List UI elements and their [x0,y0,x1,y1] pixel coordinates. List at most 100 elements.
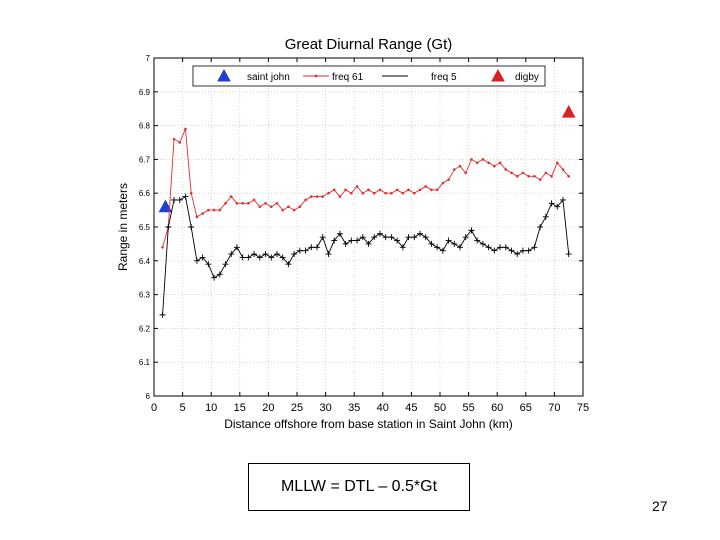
point-freq-5 [474,237,481,244]
point-freq-5 [188,224,195,230]
point-freq-5 [542,213,549,220]
x-tick-label: 10 [205,402,217,414]
point-freq-61 [161,245,164,249]
point-freq-61 [453,168,456,171]
point-freq-61 [361,191,365,195]
point-freq-5 [262,251,269,258]
point-freq-5 [428,240,435,247]
y-tick-label: 6.7 [139,155,151,164]
point-freq-61 [207,208,210,212]
point-freq-61 [504,168,508,171]
legend-label: freq 5 [431,72,457,83]
point-freq-5 [445,237,452,244]
y-tick-label: 6.2 [139,324,151,333]
point-freq-61 [275,202,279,205]
point-freq-61 [487,161,490,165]
point-freq-5 [279,254,286,261]
point-freq-5 [399,244,406,251]
point-freq-5 [514,251,521,258]
point-freq-61 [218,208,222,212]
point-freq-5 [479,240,486,247]
point-freq-5 [182,193,189,200]
point-freq-61 [241,202,244,205]
x-tick-label: 15 [234,402,246,414]
legend-marker-saint-john [217,68,231,82]
point-freq-61 [332,188,336,192]
marker-saint-john [158,199,173,213]
point-freq-5 [233,244,240,251]
x-tick-label: 25 [291,402,303,414]
x-tick-label: 20 [262,402,274,414]
point-freq-5 [222,261,229,268]
point-freq-5 [342,240,349,247]
point-freq-5 [325,251,332,258]
point-freq-61 [350,191,353,195]
point-freq-5 [256,254,263,261]
point-freq-5 [422,234,429,241]
point-freq-5 [451,240,458,247]
point-freq-61 [212,208,216,212]
y-axis-label: Range in meters [116,183,130,271]
point-freq-61 [458,164,462,168]
point-freq-61 [447,178,450,181]
point-freq-61 [544,171,548,175]
point-freq-5 [251,251,258,258]
legend-marker-freq-61 [314,74,318,78]
point-freq-61 [401,191,405,195]
point-freq-5 [331,237,338,244]
point-freq-5 [354,237,361,244]
point-freq-5 [376,230,383,237]
point-freq-61 [195,215,199,219]
point-freq-5 [462,234,469,241]
point-freq-61 [189,191,193,195]
point-freq-5 [531,244,538,251]
point-freq-61 [407,188,410,192]
formula-text: MLLW = DTL – 0.5*Gt [280,478,438,495]
point-freq-5 [216,271,223,278]
y-tick-label: 6.3 [139,291,151,300]
x-tick-label: 40 [377,402,389,414]
x-axis-label: Distance offshore from base station in S… [224,417,513,431]
point-freq-61 [481,158,485,161]
legend-label: digby [515,72,539,83]
point-freq-61 [287,205,290,209]
point-freq-5 [485,244,492,251]
point-freq-61 [561,168,565,171]
point-freq-5 [176,196,183,203]
point-freq-61 [258,205,262,209]
point-freq-61 [475,161,479,165]
point-freq-5 [239,254,246,261]
point-freq-61 [498,161,502,165]
point-freq-5 [193,257,200,264]
chart-title: Great Diurnal Range (Gt) [285,36,453,53]
legend-label: freq 61 [332,72,364,83]
marker-digby [561,105,576,118]
point-freq-5 [165,224,172,230]
point-freq-5 [365,240,372,247]
point-freq-61 [344,188,347,192]
point-freq-5 [411,234,418,241]
point-freq-5 [336,230,343,237]
point-freq-61 [510,171,513,175]
point-freq-5 [559,196,566,203]
point-freq-5 [228,251,235,258]
point-freq-5 [519,247,526,254]
point-freq-61 [281,208,285,212]
point-freq-61 [538,178,542,181]
point-freq-61 [247,202,250,205]
point-freq-61 [298,205,302,209]
point-freq-61 [527,175,530,178]
x-tick-label: 50 [434,402,446,414]
point-freq-5 [285,261,292,268]
point-freq-5 [314,244,321,251]
x-tick-label: 35 [348,402,360,414]
point-freq-61 [424,185,428,188]
point-freq-61 [252,198,256,202]
y-tick-label: 6.5 [139,223,151,232]
point-freq-5 [548,200,555,207]
point-freq-61 [315,195,319,198]
point-freq-5 [319,234,326,241]
point-freq-61 [355,185,359,188]
y-tick-label: 7 [146,54,151,63]
x-tick-label: 45 [405,402,417,414]
